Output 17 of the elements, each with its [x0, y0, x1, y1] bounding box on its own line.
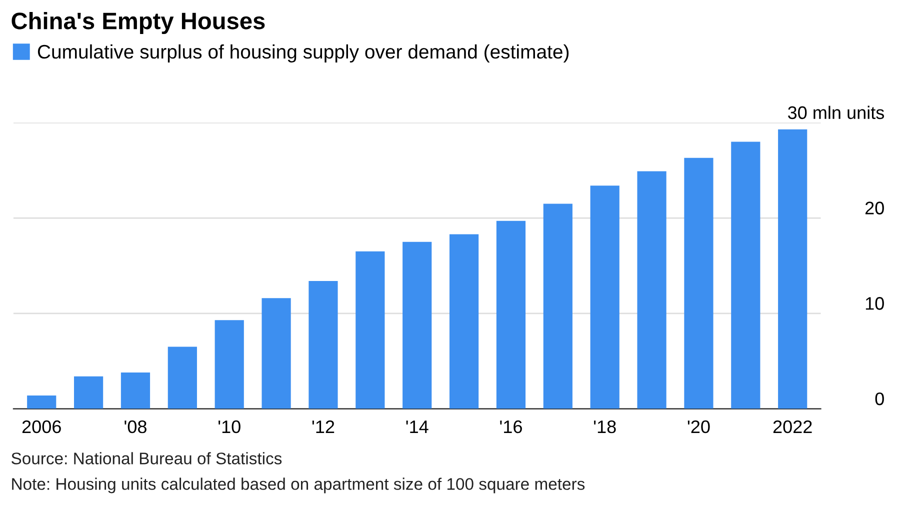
x-tick-label: '12	[312, 420, 334, 433]
source-note: Source: National Bureau of Statistics	[12, 452, 282, 464]
x-tick-label: '14	[406, 420, 428, 433]
x-tick-label: '16	[500, 420, 522, 434]
y-tick-label: 20	[865, 202, 884, 214]
y-tick-label: 10	[866, 297, 884, 310]
y-tick-label: 0	[875, 392, 884, 406]
x-tick-label: 2006	[22, 420, 61, 434]
x-tick-label: '20	[688, 420, 710, 434]
x-tick-label: '10	[218, 420, 240, 434]
x-tick-label: 2022	[773, 420, 812, 434]
y-tick-label: 30 mln units	[788, 106, 884, 120]
legend-label: Cumulative surplus of housing supply over demand (estimate)	[38, 44, 569, 62]
x-tick-label: '08	[124, 420, 146, 434]
text: Note: Housing units calculated based on apartment size of 100 square meters	[12, 478, 585, 494]
x-tick-label: '18	[594, 420, 616, 434]
chart-title: China's Empty Houses	[12, 12, 265, 34]
